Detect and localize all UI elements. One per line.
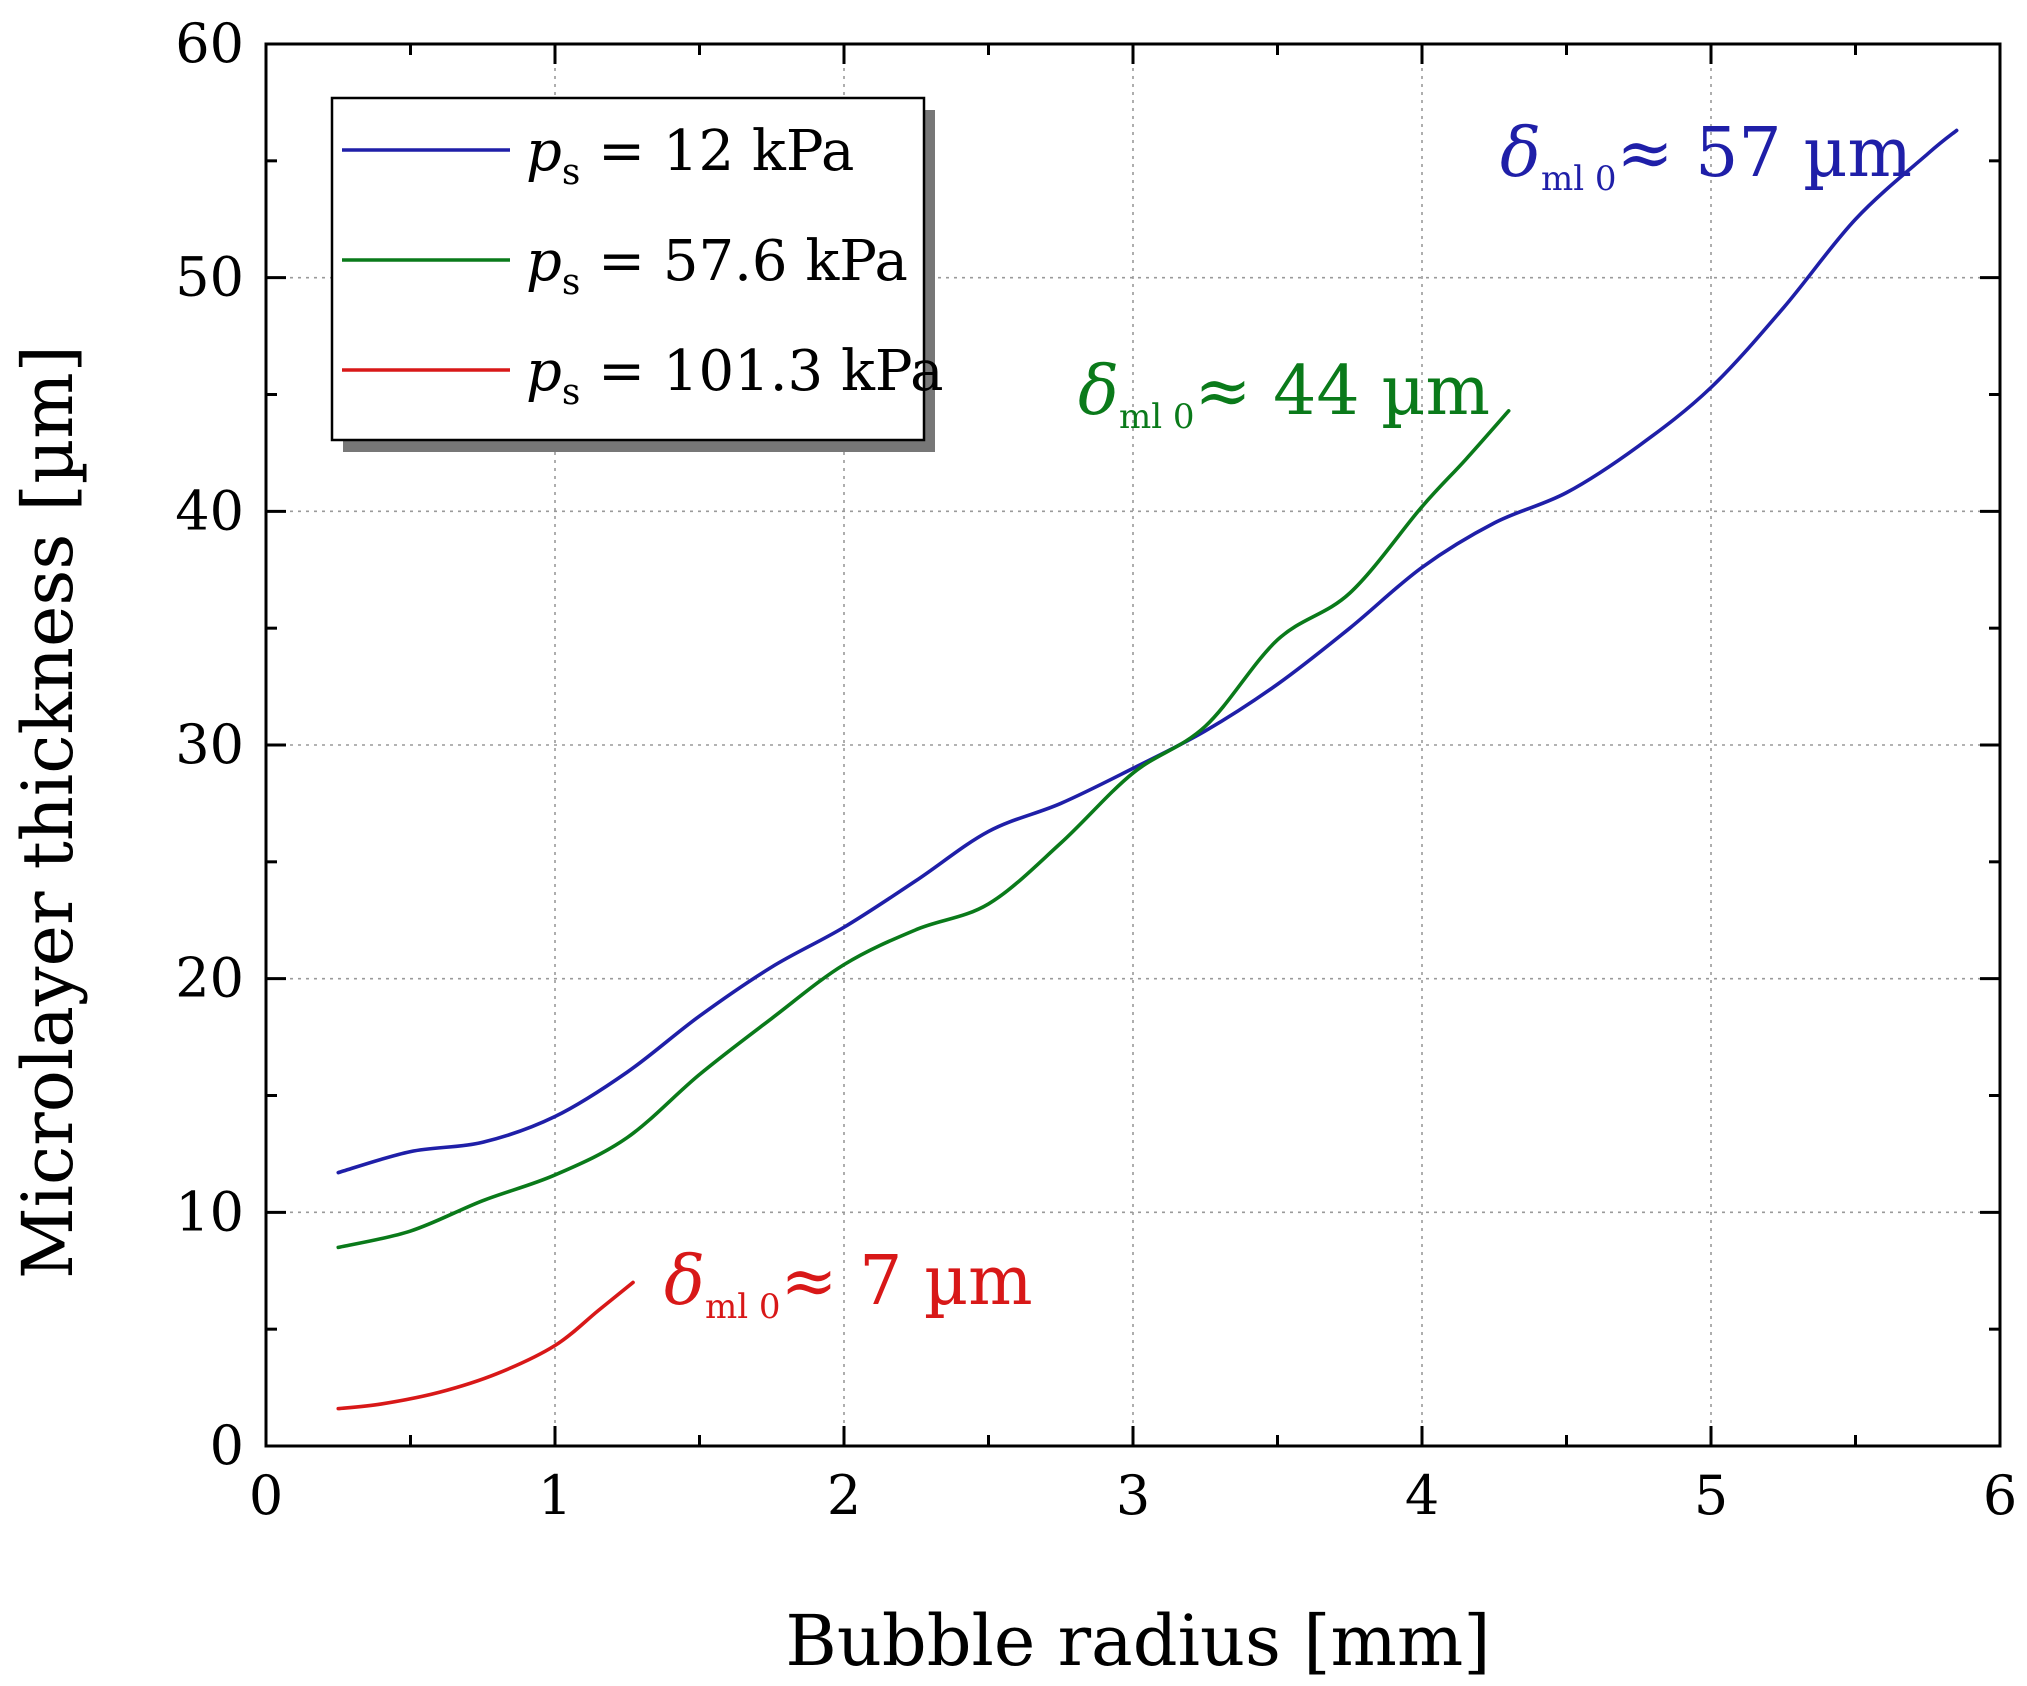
x-axis-title: Bubble radius [mm] — [785, 1600, 1490, 1682]
x-tick-label: 4 — [1405, 1464, 1439, 1527]
plot-frame — [264, 42, 2002, 1448]
series-layer — [336, 128, 1959, 1411]
y-axis-title: Microlayer thickness [µm] — [7, 345, 89, 1279]
annotations: δml 0≈ 57 µm δml 0≈ 44 µm δml 0≈ 7 µm — [664, 114, 1912, 1327]
y-tick-label: 10 — [175, 1180, 244, 1243]
y-tick-label: 30 — [175, 713, 244, 776]
x-tick-label: 0 — [249, 1464, 283, 1527]
x-tick-label: 6 — [1983, 1464, 2017, 1527]
legend-entry: ps = 12 kPa — [526, 119, 854, 193]
legend-entry: ps = 57.6 kPa — [526, 229, 908, 303]
legend-box — [330, 96, 926, 442]
y-tick-label: 40 — [175, 479, 244, 542]
y-tick-label: 50 — [175, 246, 244, 309]
annotation-101-3kpa: δml 0≈ 7 µm — [664, 1242, 1033, 1327]
legend-entry: ps = 101.3 kPa — [526, 339, 943, 413]
series-line-57-6kpa — [336, 409, 1511, 1250]
y-tick-label: 20 — [175, 947, 244, 1010]
x-tick-label: 2 — [827, 1464, 861, 1527]
x-tick-label: 5 — [1694, 1464, 1728, 1527]
x-tick-label: 1 — [538, 1464, 572, 1527]
annotation-12kpa: δml 0≈ 57 µm — [1500, 114, 1912, 199]
x-tick-label: 3 — [1116, 1464, 1150, 1527]
y-tick-label: 0 — [210, 1414, 244, 1477]
y-tick-label: 60 — [175, 12, 244, 75]
legend-items: ps = 12 kPa ps = 57.6 kPa ps = 101.3 kPa — [342, 119, 943, 413]
legend: ps = 12 kPa ps = 57.6 kPa ps = 101.3 kPa — [330, 96, 943, 452]
annotation-57-6kpa: δml 0≈ 44 µm — [1078, 352, 1490, 437]
series-line-101-3kpa — [336, 1280, 635, 1411]
